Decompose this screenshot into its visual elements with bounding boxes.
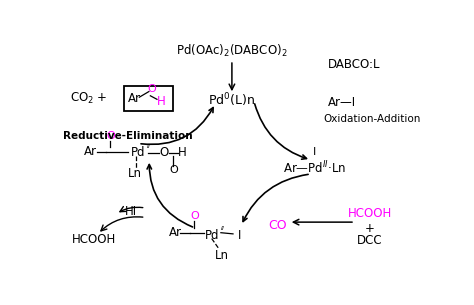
Text: O: O [159,146,169,159]
Text: Ln: Ln [128,167,142,181]
Text: Ar: Ar [128,92,141,105]
Text: DCC: DCC [357,235,383,247]
FancyArrowPatch shape [141,108,213,144]
Text: H: H [178,146,187,159]
Text: I: I [313,147,316,157]
Bar [124,86,173,111]
Text: O: O [147,84,156,95]
Text: DABCO:L: DABCO:L [328,58,380,71]
FancyArrowPatch shape [255,104,307,159]
Text: Ar—Pd$^{II}$·Ln: Ar—Pd$^{II}$·Ln [283,160,346,176]
Text: I: I [237,228,241,242]
FancyArrowPatch shape [147,164,192,227]
Text: H: H [157,95,166,108]
Text: $^{II}$: $^{II}$ [220,226,226,235]
Text: O: O [169,166,178,175]
Text: Pd(OAc)$_2$(DABCO)$_2$: Pd(OAc)$_2$(DABCO)$_2$ [176,43,288,59]
Text: CO$_2$ +: CO$_2$ + [70,91,108,106]
Text: Pd: Pd [204,228,219,242]
Text: Pd: Pd [131,146,146,159]
Text: +: + [365,221,374,235]
Text: HCOOH: HCOOH [72,233,116,246]
Text: Ar: Ar [84,145,97,158]
Text: Ar—I: Ar—I [328,96,356,109]
Text: O: O [106,131,115,142]
Text: HI: HI [125,205,137,218]
Text: Oxidation-Addition: Oxidation-Addition [324,114,421,124]
Text: Ar: Ar [168,226,182,239]
Text: Reductive-Elimination: Reductive-Elimination [63,131,192,142]
FancyArrowPatch shape [243,174,308,221]
Text: $^{II}$: $^{II}$ [146,144,152,153]
Text: Pd$^0$(L)n: Pd$^0$(L)n [209,91,255,109]
Text: HCOOH: HCOOH [347,207,392,221]
Text: Ln: Ln [215,249,229,261]
Text: O: O [191,211,200,221]
Text: CO: CO [268,219,287,232]
